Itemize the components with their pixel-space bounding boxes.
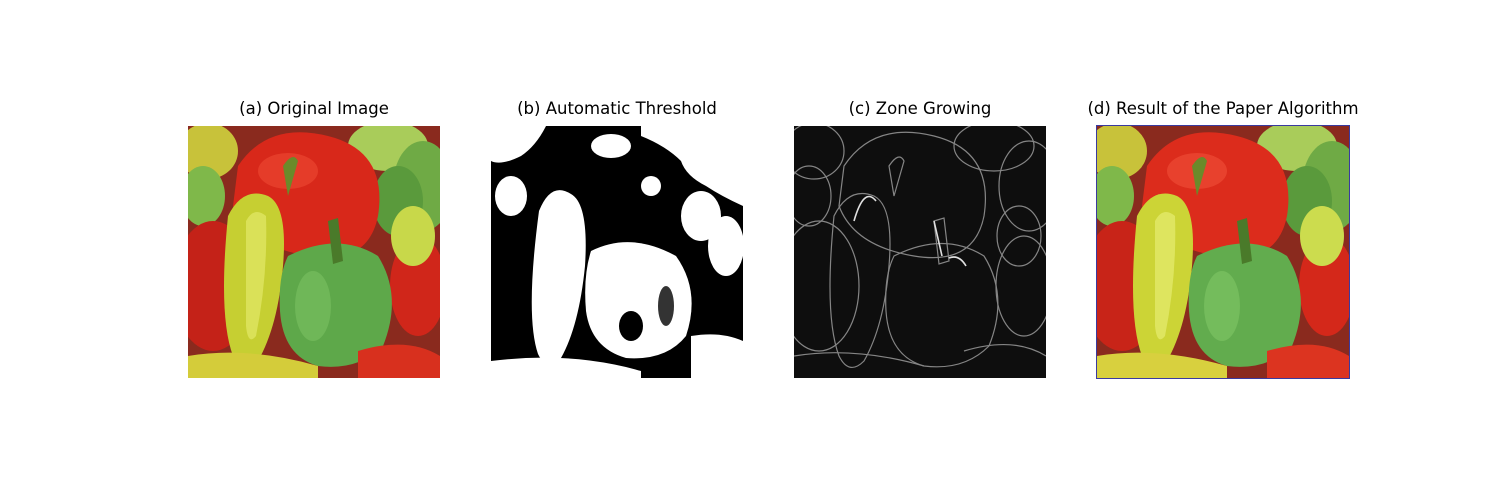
panel-threshold: (b) Automatic Threshold bbox=[467, 98, 767, 378]
zone-growing-image bbox=[794, 126, 1046, 378]
panel-result: (d) Result of the Paper Algorithm bbox=[1073, 98, 1373, 379]
panel-title: (b) Automatic Threshold bbox=[517, 99, 717, 118]
panel-zone-growing: (c) Zone Growing bbox=[770, 98, 1070, 378]
panel-title: (d) Result of the Paper Algorithm bbox=[1087, 99, 1359, 118]
peppers-edge-picture bbox=[794, 126, 1046, 378]
panel-title: (c) Zone Growing bbox=[848, 99, 992, 118]
panel-title: (a) Original Image bbox=[239, 99, 389, 118]
panel-original: (a) Original Image bbox=[164, 98, 464, 378]
peppers-binary-picture bbox=[491, 126, 743, 378]
original-image bbox=[188, 126, 440, 378]
peppers-result-picture bbox=[1097, 126, 1349, 378]
result-image bbox=[1096, 125, 1350, 379]
peppers-original-picture bbox=[188, 126, 440, 378]
threshold-image bbox=[491, 126, 743, 378]
